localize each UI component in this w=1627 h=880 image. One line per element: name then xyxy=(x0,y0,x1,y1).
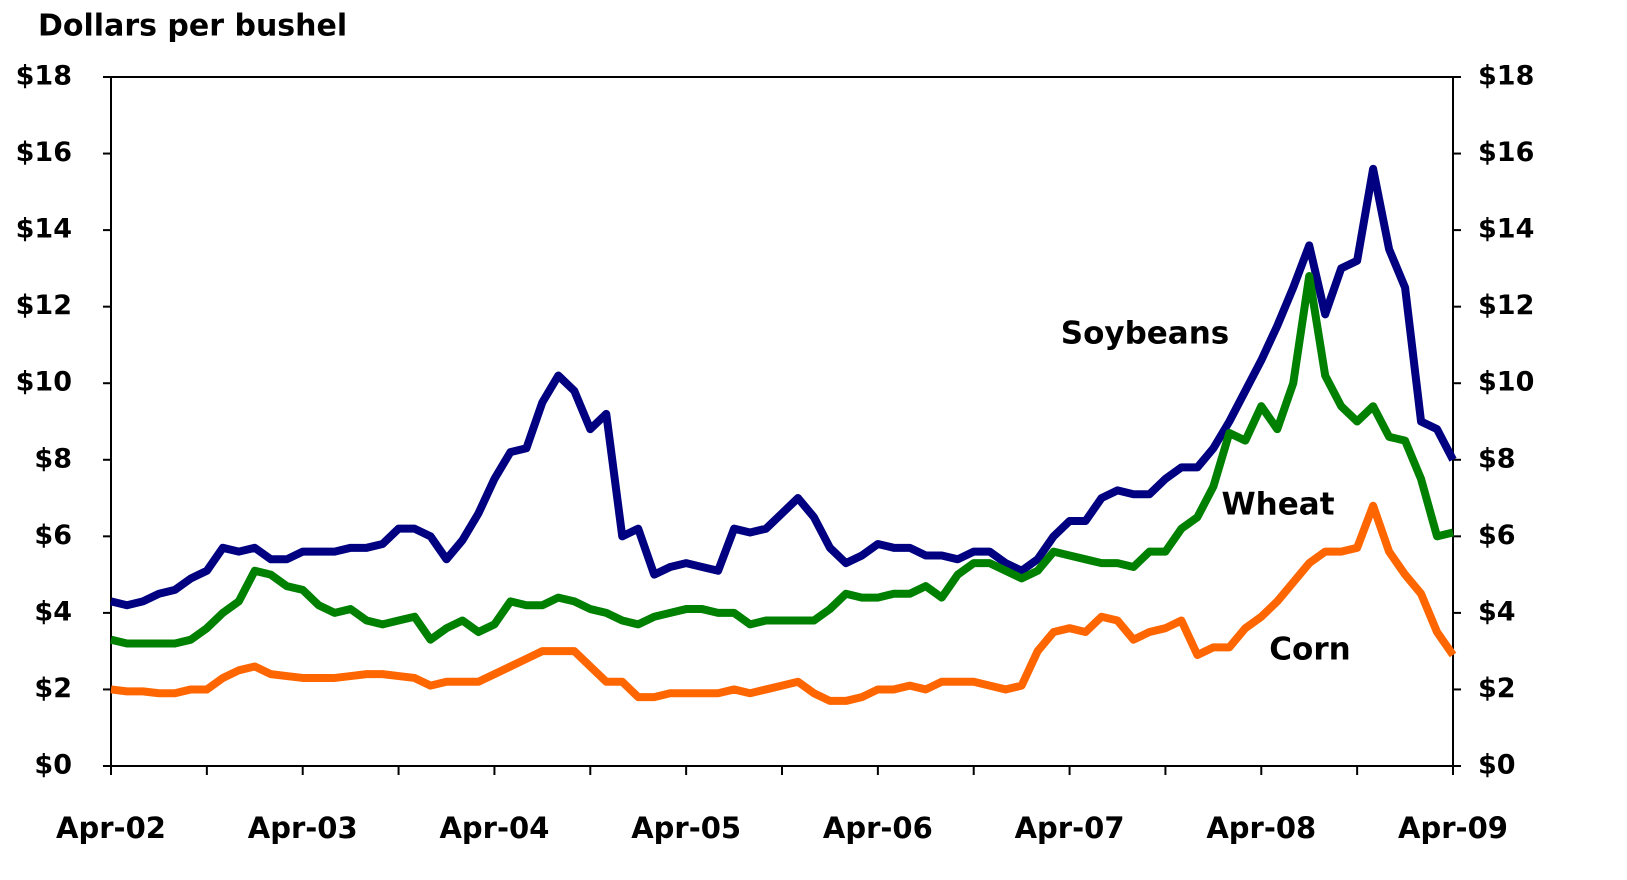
x-tick-label: Apr-03 xyxy=(248,811,358,845)
x-tick-label: Apr-09 xyxy=(1398,811,1508,845)
x-tick-label: Apr-08 xyxy=(1206,811,1316,845)
y2-tick-label: $10 xyxy=(1478,367,1534,398)
y-tick-label: $14 xyxy=(16,214,72,245)
y-tick-label: $12 xyxy=(16,290,72,321)
y-tick-label: $4 xyxy=(34,596,72,627)
x-tick-label: Apr-07 xyxy=(1015,811,1125,845)
y-tick-label: $0 xyxy=(34,750,72,781)
x-tick-label: Apr-05 xyxy=(631,811,741,845)
series-line xyxy=(110,164,1457,610)
y2-tick-label: $18 xyxy=(1478,61,1534,92)
y2-tick-label: $0 xyxy=(1478,750,1516,781)
y-tick-label: $6 xyxy=(34,520,72,551)
x-tick-label: Apr-02 xyxy=(56,811,166,845)
y-tick-label: $18 xyxy=(16,61,72,92)
series-line xyxy=(110,272,1454,648)
y-tick-label: $8 xyxy=(34,443,72,474)
y2-tick-label: $2 xyxy=(1478,673,1516,704)
y2-tick-label: $16 xyxy=(1478,137,1534,168)
y-tick-label: $10 xyxy=(16,367,72,398)
y-axis-label: Dollars per bushel xyxy=(38,9,347,44)
y2-tick-label: $14 xyxy=(1478,214,1534,245)
series-line xyxy=(110,501,1457,705)
x-tick-label: Apr-06 xyxy=(823,811,933,845)
series-label: Soybeans xyxy=(1061,316,1230,352)
series-label: Corn xyxy=(1269,632,1350,668)
y2-tick-label: $6 xyxy=(1478,520,1516,551)
y-tick-label: $2 xyxy=(34,673,72,704)
x-tick-label: Apr-04 xyxy=(439,811,549,845)
y-tick-label: $16 xyxy=(16,137,72,168)
y2-tick-label: $4 xyxy=(1478,596,1516,627)
y2-tick-label: $12 xyxy=(1478,290,1534,321)
series-label: Wheat xyxy=(1221,487,1334,523)
y2-tick-label: $8 xyxy=(1478,443,1516,474)
